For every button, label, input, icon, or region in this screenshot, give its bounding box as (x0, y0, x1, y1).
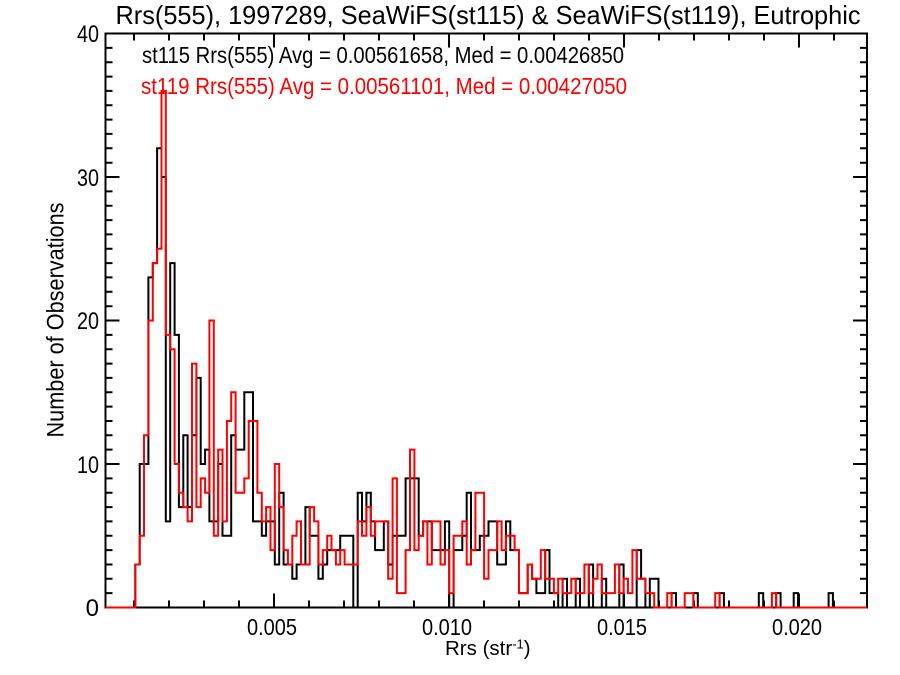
svg-text:st115 Rrs(555) Avg = 0.0056165: st115 Rrs(555) Avg = 0.00561658, Med = 0… (142, 42, 624, 68)
svg-text:Rrs(555), 1997289, SeaWiFS(st1: Rrs(555), 1997289, SeaWiFS(st115) & SeaW… (116, 0, 861, 30)
svg-text:10: 10 (77, 452, 99, 479)
svg-text:Rrs (str-1): Rrs (str-1) (445, 637, 531, 661)
svg-text:30: 30 (77, 165, 99, 192)
svg-text:0.010: 0.010 (422, 614, 472, 640)
svg-text:0.005: 0.005 (247, 614, 297, 640)
svg-text:20: 20 (77, 308, 99, 335)
svg-text:0.015: 0.015 (597, 614, 647, 640)
svg-text:0.020: 0.020 (772, 614, 822, 640)
svg-text:Number of Observations: Number of Observations (43, 203, 70, 438)
svg-text:40: 40 (77, 21, 99, 48)
svg-text:st119 Rrs(555) Avg = 0.0056110: st119 Rrs(555) Avg = 0.00561101, Med = 0… (141, 73, 627, 99)
svg-text:0: 0 (86, 595, 99, 622)
